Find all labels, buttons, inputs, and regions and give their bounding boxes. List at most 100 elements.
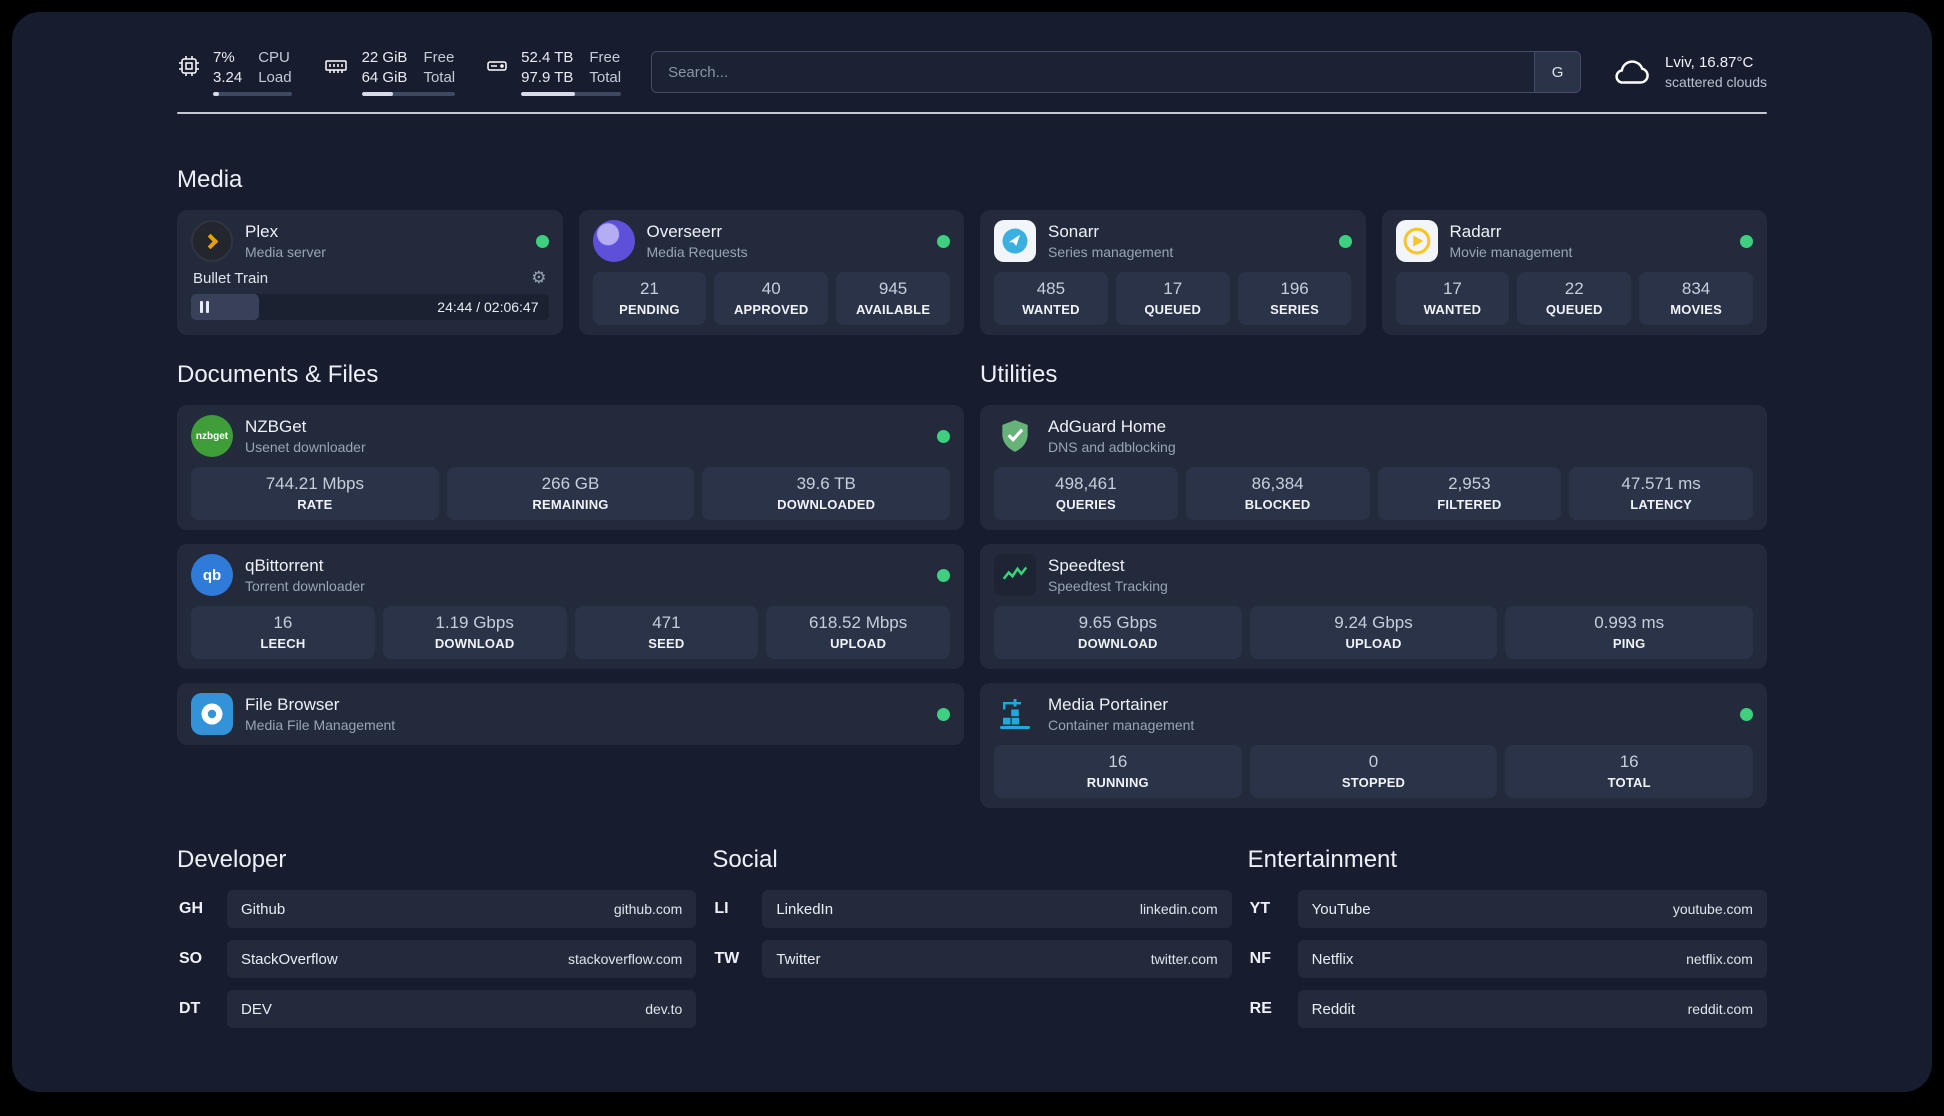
speedtest-card[interactable]: Speedtest Speedtest Tracking 9.65 Gbps DO… xyxy=(980,544,1767,669)
cloud-icon xyxy=(1615,60,1649,84)
system-widgets: 7% 3.24 CPU Load xyxy=(177,48,622,96)
link-row-stackoverflow[interactable]: SO StackOverflow stackoverflow.com xyxy=(177,940,697,978)
section-developer: Developer GH Github github.com SO StackO… xyxy=(177,846,697,1028)
twitter-link[interactable]: Twitter twitter.com xyxy=(762,940,1232,978)
plex-status-dot xyxy=(535,234,549,248)
filebrowser-subtitle: Media File Management xyxy=(245,717,396,733)
stat-tile: 17 QUEUED xyxy=(1115,272,1230,325)
plex-name: Plex xyxy=(245,222,279,241)
memory-icon xyxy=(324,60,347,73)
entertainment-section-title: Entertainment xyxy=(1247,846,1398,873)
documents-section-title: Documents & Files xyxy=(177,361,379,388)
speedtest-subtitle: Speedtest Tracking xyxy=(1048,578,1168,594)
developer-section-title: Developer xyxy=(177,846,287,873)
stackoverflow-abbr: SO xyxy=(179,950,203,967)
header-divider xyxy=(177,112,1767,114)
dashboard-window: 7% 3.24 CPU Load xyxy=(12,12,1932,1092)
memory-free-value: 22 GiB xyxy=(361,49,408,66)
nzbget-name: NZBGet xyxy=(245,417,307,436)
nzbget-card[interactable]: nzbget NZBGet Usenet downloader 744.21 M… xyxy=(177,405,964,530)
playback-progress-bar[interactable]: 24:44 / 02:06:47 xyxy=(191,294,549,320)
search-input[interactable] xyxy=(652,52,1535,92)
cpu-load-value: 3.24 xyxy=(213,68,243,86)
cpu-progress-bar xyxy=(213,92,292,96)
stat-tile: 0.993 ms PING xyxy=(1505,606,1754,659)
search-bar: G xyxy=(651,51,1582,93)
radarr-icon xyxy=(1395,220,1438,262)
qbittorrent-card[interactable]: qb qBittorrent Torrent downloader 16 LEEC… xyxy=(177,544,964,669)
link-row-twitter[interactable]: TW Twitter twitter.com xyxy=(712,940,1232,978)
adguard-icon xyxy=(994,415,1036,457)
nzbget-status-dot xyxy=(937,429,950,443)
link-row-netflix[interactable]: NF Netflix netflix.com xyxy=(1248,940,1767,978)
youtube-link[interactable]: YouTube youtube.com xyxy=(1297,890,1767,928)
stat-tile: 618.52 Mbps UPLOAD xyxy=(766,606,950,659)
memory-progress-bar xyxy=(361,92,456,96)
reddit-abbr: RE xyxy=(1249,1000,1272,1017)
stat-tile: 22 QUEUED xyxy=(1517,272,1632,325)
link-row-dev[interactable]: DT DEV dev.to xyxy=(177,990,697,1028)
utilities-section-title: Utilities xyxy=(980,361,1058,388)
stat-tile: 471 SEED xyxy=(574,606,759,659)
link-row-linkedin[interactable]: LI LinkedIn linkedin.com xyxy=(712,890,1232,928)
search-engine-button[interactable]: G xyxy=(1534,52,1581,92)
link-row-reddit[interactable]: RE Reddit reddit.com xyxy=(1248,990,1767,1028)
adguard-card[interactable]: AdGuard Home DNS and adblocking 498,461 Q… xyxy=(980,405,1767,530)
stat-tile: 834 MOVIES xyxy=(1639,272,1753,325)
sonarr-card[interactable]: Sonarr Series management 485 WANTED 17 QUE… xyxy=(980,210,1366,335)
filebrowser-card[interactable]: File Browser Media File Management xyxy=(177,683,964,745)
stat-tile: 16 RUNNING xyxy=(994,745,1242,798)
filebrowser-status-dot xyxy=(937,707,950,721)
playback-time: 24:44 / 02:06:47 xyxy=(437,299,539,315)
media-section-title: Media xyxy=(177,166,243,193)
disk-label-top: Free xyxy=(589,49,621,66)
linkedin-link[interactable]: LinkedIn linkedin.com xyxy=(762,890,1232,928)
plex-now-playing-widget: Bullet Train ⚙ 24:44 / 02:06:47 xyxy=(191,268,549,320)
overseerr-status-dot xyxy=(937,234,950,248)
speedtest-icon xyxy=(994,554,1036,596)
section-documents: Documents & Files nzbget NZBGet Usenet d… xyxy=(177,361,964,808)
sonarr-name: Sonarr xyxy=(1048,222,1100,241)
stat-tile: 0 STOPPED xyxy=(1249,745,1498,798)
portainer-card[interactable]: Media Portainer Container management 16 R… xyxy=(980,683,1767,808)
topbar: 7% 3.24 CPU Load xyxy=(177,48,1767,96)
github-abbr: GH xyxy=(179,900,203,917)
link-row-youtube[interactable]: YT YouTube youtube.com xyxy=(1248,890,1767,928)
netflix-abbr: NF xyxy=(1249,950,1271,967)
overseerr-name: Overseerr xyxy=(646,222,723,241)
plex-card[interactable]: Plex Media server Bullet Train ⚙ 24:44 xyxy=(177,210,563,335)
overseerr-card[interactable]: Overseerr Media Requests 21 PENDING 40 APP… xyxy=(578,210,964,335)
stat-tile: 21 PENDING xyxy=(592,272,707,325)
filebrowser-icon xyxy=(191,693,233,735)
disk-icon xyxy=(487,61,507,71)
dev-abbr: DT xyxy=(179,1000,201,1017)
stackoverflow-link[interactable]: StackOverflow stackoverflow.com xyxy=(227,940,697,978)
stat-tile: 266 GB REMAINING xyxy=(446,467,695,520)
stat-tile: 485 WANTED xyxy=(994,272,1108,325)
dev-link[interactable]: DEV dev.to xyxy=(227,990,697,1028)
nzbget-subtitle: Usenet downloader xyxy=(245,439,366,455)
nzbget-icon: nzbget xyxy=(191,415,233,457)
stat-tile: 2,953 FILTERED xyxy=(1377,467,1562,520)
portainer-subtitle: Container management xyxy=(1048,717,1195,733)
linkedin-abbr: LI xyxy=(714,900,729,917)
youtube-abbr: YT xyxy=(1249,900,1271,917)
pause-icon[interactable] xyxy=(200,301,209,313)
netflix-link[interactable]: Netflix netflix.com xyxy=(1297,940,1767,978)
reddit-link[interactable]: Reddit reddit.com xyxy=(1297,990,1767,1028)
gear-icon[interactable]: ⚙ xyxy=(531,268,547,287)
disk-free-value: 52.4 TB xyxy=(521,49,574,66)
speedtest-name: Speedtest xyxy=(1048,556,1125,575)
stat-tile: 498,461 QUERIES xyxy=(994,467,1178,520)
disk-progress-bar xyxy=(521,92,622,96)
social-section-title: Social xyxy=(712,846,778,873)
link-row-github[interactable]: GH Github github.com xyxy=(177,890,697,928)
github-link[interactable]: Github github.com xyxy=(227,890,697,928)
stat-tile: 47.571 ms LATENCY xyxy=(1569,467,1753,520)
qbittorrent-status-dot xyxy=(937,568,950,582)
overseerr-icon xyxy=(592,220,635,262)
portainer-name: Media Portainer xyxy=(1048,695,1169,714)
radarr-card[interactable]: Radarr Movie management 17 WANTED 22 QUEUE… xyxy=(1381,210,1767,335)
radarr-name: Radarr xyxy=(1449,222,1502,241)
memory-label-bottom: Total xyxy=(423,68,456,86)
